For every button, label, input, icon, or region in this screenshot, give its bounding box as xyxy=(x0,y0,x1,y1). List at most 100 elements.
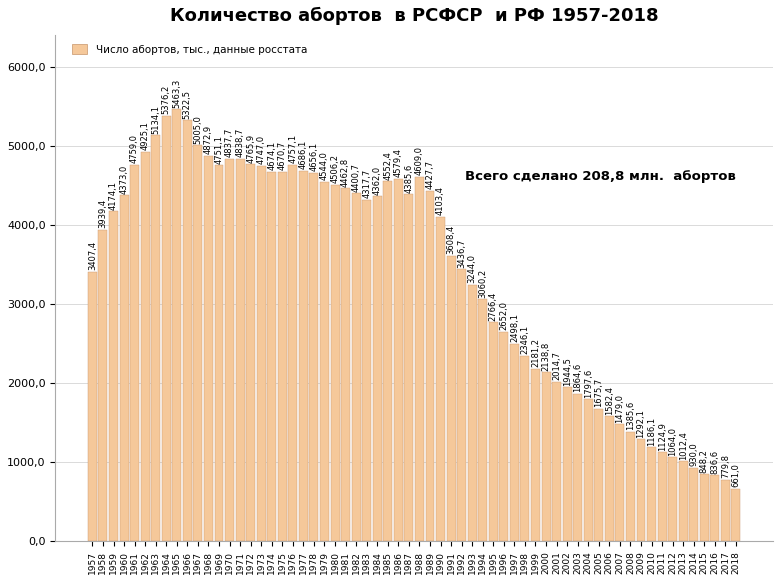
Text: 4317,7: 4317,7 xyxy=(362,169,371,198)
Text: 4609,0: 4609,0 xyxy=(415,146,424,175)
Bar xyxy=(541,372,551,541)
Bar xyxy=(531,369,540,541)
Bar xyxy=(172,109,181,541)
Bar xyxy=(257,166,266,541)
Text: 3244,0: 3244,0 xyxy=(468,254,477,283)
Text: 4400,7: 4400,7 xyxy=(352,163,360,192)
Text: 4838,7: 4838,7 xyxy=(236,128,245,157)
Bar xyxy=(151,135,160,541)
Text: 4462,8: 4462,8 xyxy=(341,157,350,187)
Text: 4544,0: 4544,0 xyxy=(320,152,329,180)
Bar xyxy=(510,344,519,541)
Text: 4552,4: 4552,4 xyxy=(383,150,392,180)
Bar xyxy=(721,480,730,541)
Text: 3060,2: 3060,2 xyxy=(478,268,488,297)
Text: 4579,4: 4579,4 xyxy=(394,149,402,177)
Bar xyxy=(447,256,456,541)
Text: 4373,0: 4373,0 xyxy=(119,164,129,194)
Title: Количество абортов  в РСФСР  и РФ 1957-2018: Количество абортов в РСФСР и РФ 1957-201… xyxy=(170,7,658,25)
Text: 1064,0: 1064,0 xyxy=(668,426,677,456)
Text: 1292,1: 1292,1 xyxy=(636,408,646,437)
Text: 4765,9: 4765,9 xyxy=(246,134,255,163)
Bar xyxy=(98,229,108,541)
Text: 3608,4: 3608,4 xyxy=(447,225,456,254)
Bar xyxy=(626,432,635,541)
Text: 661,0: 661,0 xyxy=(732,464,740,487)
Text: 1124,9: 1124,9 xyxy=(658,422,667,451)
Bar xyxy=(489,322,498,541)
Bar xyxy=(415,177,424,541)
Text: 1944,5: 1944,5 xyxy=(562,357,572,386)
Text: 2346,1: 2346,1 xyxy=(520,325,530,354)
Text: 848,2: 848,2 xyxy=(700,449,709,473)
Text: 4757,1: 4757,1 xyxy=(289,134,297,163)
Bar xyxy=(679,461,688,541)
Text: 1675,7: 1675,7 xyxy=(594,378,603,407)
Text: 5322,5: 5322,5 xyxy=(183,89,192,119)
Text: 2766,4: 2766,4 xyxy=(489,292,498,321)
Text: 4674,1: 4674,1 xyxy=(268,141,276,170)
Bar xyxy=(130,165,139,541)
Text: 2181,2: 2181,2 xyxy=(531,338,540,367)
Bar xyxy=(352,193,360,541)
Bar xyxy=(732,489,740,541)
Text: 1385,6: 1385,6 xyxy=(626,401,635,430)
Bar xyxy=(204,156,213,541)
Bar xyxy=(573,394,582,541)
Bar xyxy=(690,468,698,541)
Bar xyxy=(711,475,719,541)
Bar xyxy=(299,171,308,541)
Bar xyxy=(552,382,561,541)
Text: 4427,7: 4427,7 xyxy=(426,160,434,189)
Text: 4686,1: 4686,1 xyxy=(299,140,308,169)
Bar xyxy=(320,182,329,541)
Text: 5134,1: 5134,1 xyxy=(151,105,160,134)
Bar xyxy=(436,217,445,541)
Bar xyxy=(426,191,434,541)
Text: 4385,6: 4385,6 xyxy=(404,163,413,193)
Text: 4506,2: 4506,2 xyxy=(331,154,339,183)
Bar xyxy=(404,195,413,541)
Legend: Число абортов, тыс., данные росстата: Число абортов, тыс., данные росстата xyxy=(68,40,311,59)
Text: 5463,3: 5463,3 xyxy=(172,78,181,107)
Text: 930,0: 930,0 xyxy=(690,442,698,466)
Text: 3436,7: 3436,7 xyxy=(457,238,466,268)
Text: 1582,4: 1582,4 xyxy=(604,386,614,415)
Text: 2138,8: 2138,8 xyxy=(541,341,551,371)
Bar xyxy=(310,173,318,541)
Text: 4174,1: 4174,1 xyxy=(109,181,118,210)
Bar xyxy=(478,299,488,541)
Text: 3407,4: 3407,4 xyxy=(88,241,97,270)
Bar xyxy=(193,145,202,541)
Bar xyxy=(583,399,593,541)
Bar xyxy=(183,120,192,541)
Bar xyxy=(225,159,234,541)
Text: 4670,7: 4670,7 xyxy=(278,141,287,170)
Bar xyxy=(362,200,371,541)
Bar xyxy=(394,179,402,541)
Bar xyxy=(615,424,624,541)
Bar xyxy=(604,416,614,541)
Text: 4656,1: 4656,1 xyxy=(310,142,318,171)
Text: 2652,0: 2652,0 xyxy=(499,301,509,330)
Bar xyxy=(520,356,530,541)
Text: 4872,9: 4872,9 xyxy=(204,125,213,154)
Bar xyxy=(88,272,97,541)
Bar xyxy=(289,165,297,541)
Bar xyxy=(236,159,245,541)
Text: 5376,2: 5376,2 xyxy=(161,85,171,114)
Text: 5005,0: 5005,0 xyxy=(193,115,202,144)
Bar xyxy=(562,388,572,541)
Text: 779,8: 779,8 xyxy=(721,454,730,478)
Bar xyxy=(594,409,603,541)
Bar xyxy=(215,166,224,541)
Bar xyxy=(119,195,129,541)
Bar xyxy=(161,116,171,541)
Text: 3939,4: 3939,4 xyxy=(98,199,108,228)
Bar xyxy=(383,181,392,541)
Text: 2498,1: 2498,1 xyxy=(510,313,519,342)
Bar xyxy=(499,332,509,541)
Text: 4759,0: 4759,0 xyxy=(130,134,139,163)
Bar xyxy=(700,474,709,541)
Text: 4362,0: 4362,0 xyxy=(373,166,381,195)
